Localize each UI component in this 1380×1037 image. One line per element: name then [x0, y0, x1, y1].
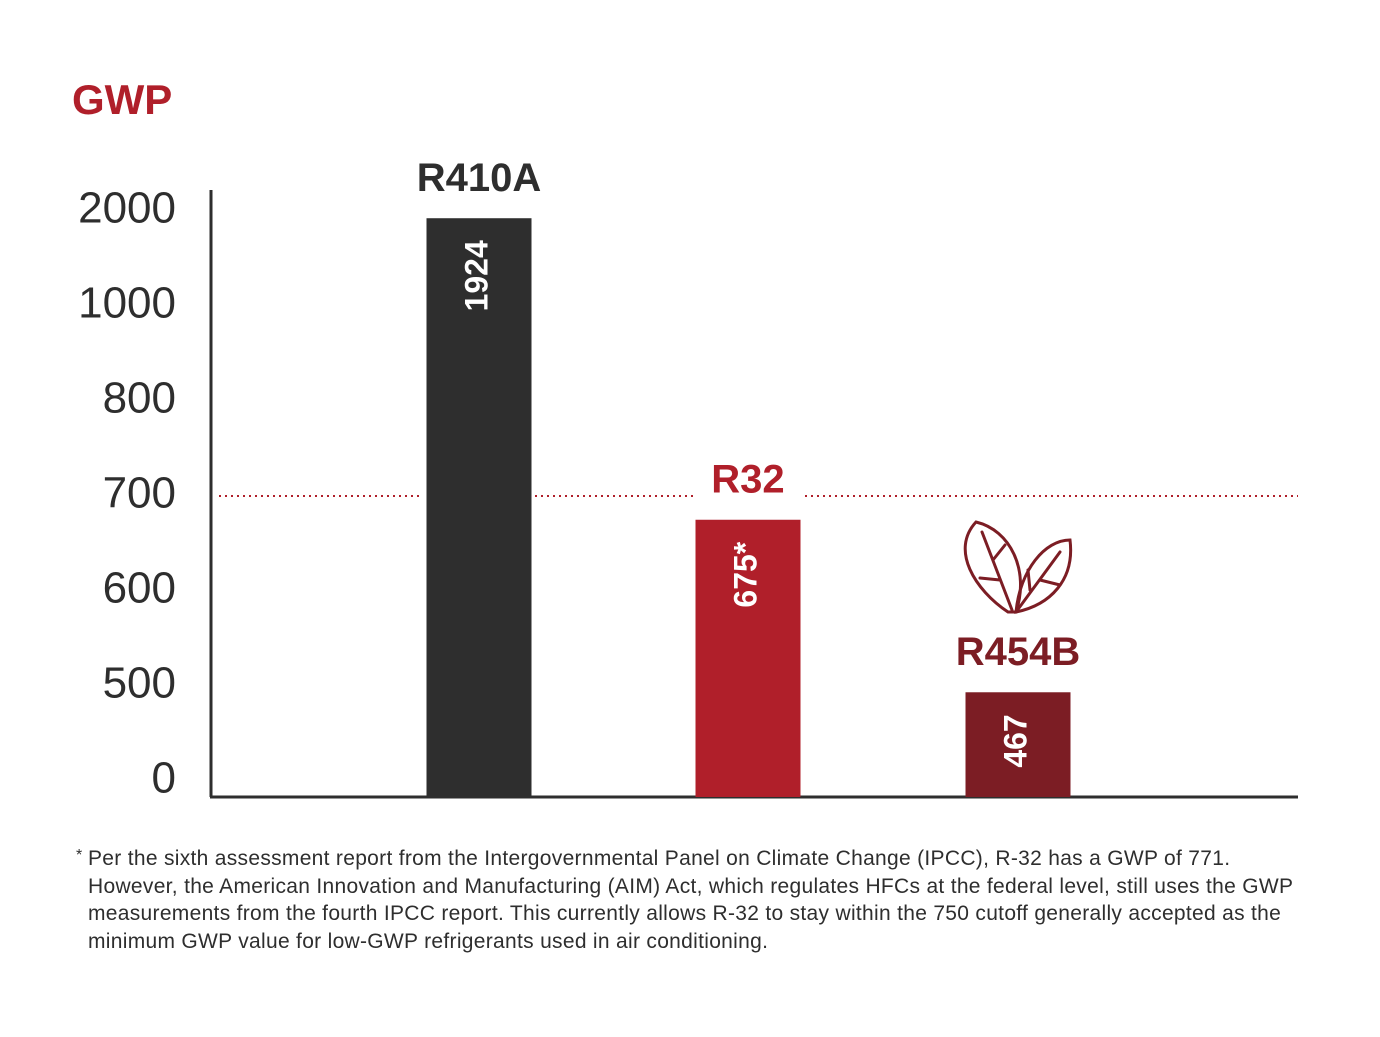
footnote-marker: *: [76, 847, 83, 864]
category-label: R454B: [956, 630, 1081, 674]
value-label: 467: [997, 714, 1033, 767]
y-tick-label: 500: [103, 659, 176, 708]
y-tick-label: 600: [103, 564, 176, 613]
footnote: * Per the sixth assessment report from th…: [76, 845, 1303, 955]
bar: [965, 692, 1071, 797]
bar: [695, 519, 801, 797]
value-label: 675*: [727, 541, 763, 607]
leaf-icon: [963, 520, 1073, 614]
chart: GWP 0 500 600 700 800 1000 2000 R410A 1924 R32 675…: [72, 76, 1298, 803]
y-tick-label: 0: [152, 754, 176, 803]
value-label: 1924: [458, 240, 494, 311]
bar: [426, 218, 532, 798]
category-label: R32: [711, 457, 784, 501]
footnote-text: Per the sixth assessment report from the…: [88, 847, 1293, 953]
y-axis-label: GWP: [72, 76, 172, 123]
y-tick-label: 1000: [78, 279, 176, 328]
y-tick-label: 2000: [78, 184, 176, 233]
y-tick-label: 700: [103, 469, 176, 518]
y-tick-label: 800: [103, 374, 176, 423]
category-label: R410A: [417, 156, 542, 200]
